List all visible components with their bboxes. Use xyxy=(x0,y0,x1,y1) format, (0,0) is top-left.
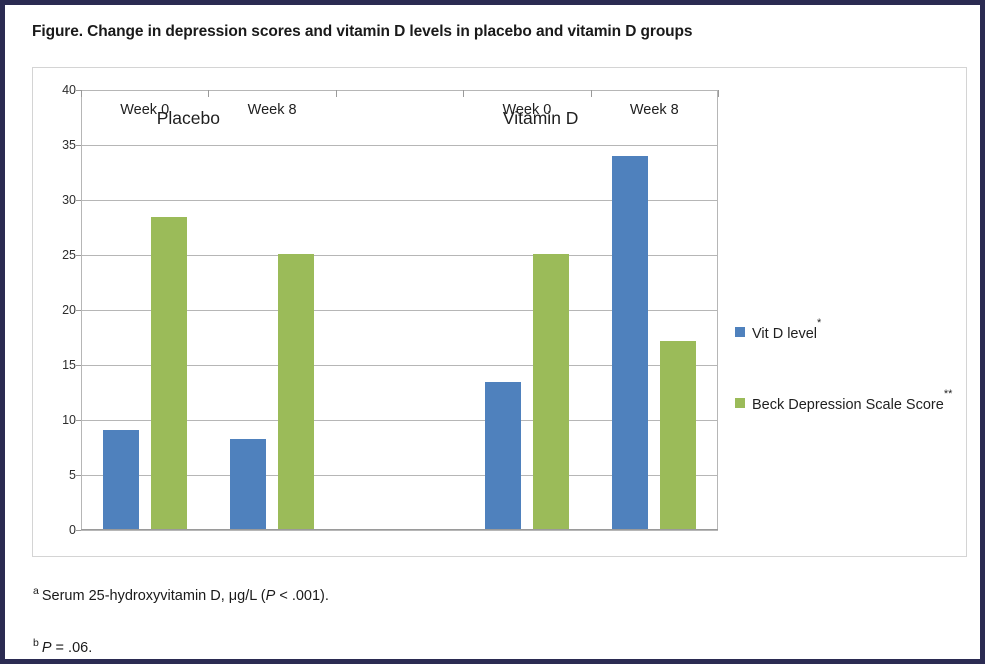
x-axis-line xyxy=(81,529,718,530)
footnote-a-italic: P xyxy=(265,587,276,604)
bar-beck-depression-scale-score xyxy=(660,340,697,530)
legend-marker-1: ** xyxy=(943,387,953,400)
group-label-placebo: Placebo xyxy=(156,108,220,128)
y-axis-tick-label: 0 xyxy=(69,523,76,537)
bar-vit-d-level xyxy=(612,156,649,530)
footnote-b-marker: b xyxy=(33,637,39,649)
figure-title: Figure. Change in depression scores and … xyxy=(32,23,693,40)
footnote-b-italic: P xyxy=(41,639,52,656)
bar-vit-d-level xyxy=(102,429,139,530)
legend-label-text-0: Vit D level xyxy=(752,325,818,342)
y-axis-tick-label: 20 xyxy=(62,303,76,317)
gridline xyxy=(81,310,718,311)
legend-label-beck-depression-scale-score: Beck Depression Scale Score** xyxy=(752,388,952,413)
y-axis-tick-mark xyxy=(76,475,81,476)
y-axis-tick-mark xyxy=(76,145,81,146)
bar-beck-depression-scale-score xyxy=(278,253,315,530)
bar-vit-d-level xyxy=(230,438,267,530)
bar-beck-depression-scale-score xyxy=(532,253,569,530)
x-axis-tick-label: Week 8 xyxy=(247,102,297,118)
footnote-b-text-after: = .06. xyxy=(51,639,93,656)
legend-swatch-icon-blue xyxy=(735,327,745,337)
x-axis-tick-mark xyxy=(208,90,210,97)
legend-item-vit-d-level: Vit D level* xyxy=(735,317,960,342)
gridline xyxy=(81,475,718,476)
y-axis-tick-label: 30 xyxy=(62,193,76,207)
y-axis-tick-mark xyxy=(76,90,81,91)
footnote-a: a Serum 25-hydroxyvitamin D, μg/L (P < .0… xyxy=(33,585,329,604)
y-axis-tick-label: 10 xyxy=(62,413,76,427)
y-axis-tick-label: 35 xyxy=(62,138,76,152)
y-axis-tick-mark xyxy=(76,365,81,366)
legend-marker-0: * xyxy=(817,316,822,329)
gridline xyxy=(81,420,718,421)
chart-legend: Vit D level* Beck Depression Scale Score… xyxy=(735,317,960,465)
y-axis-tick-label: 40 xyxy=(62,83,76,97)
x-axis-tick-mark xyxy=(590,90,592,97)
y-axis-tick-mark xyxy=(76,420,81,421)
x-axis-tick-label: Week 8 xyxy=(629,102,679,118)
gridline xyxy=(81,145,718,146)
x-axis-tick-label: Week 0 xyxy=(502,102,552,118)
group-label-vitamin-d: Vitamin D xyxy=(502,108,579,128)
x-axis-tick-label: Week 0 xyxy=(120,102,170,118)
y-axis-tick-label: 25 xyxy=(62,248,76,262)
footnote-a-marker: a xyxy=(33,585,39,597)
legend-label-vit-d-level: Vit D level* xyxy=(752,317,821,342)
plot-area: 0 5 10 15 20 25 30 35 40 Week 0 Week 8 Week 0 Week … xyxy=(62,83,719,537)
y-axis-tick-mark xyxy=(76,530,81,531)
x-axis-tick-mark xyxy=(81,90,82,97)
gridline xyxy=(81,200,718,201)
chart-container: 0 5 10 15 20 25 30 35 40 Week 0 Week 8 Week 0 Week … xyxy=(32,67,967,557)
legend-swatch-icon-green xyxy=(735,397,745,408)
bar-vit-d-level xyxy=(484,381,521,530)
y-axis-tick-label: 5 xyxy=(69,468,76,482)
y-axis-tick-label: 15 xyxy=(62,358,76,372)
y-axis-tick-mark xyxy=(76,310,81,311)
bar-beck-depression-scale-score xyxy=(150,216,187,530)
gridline xyxy=(81,530,718,531)
x-axis-tick-mark xyxy=(335,90,337,97)
gridline xyxy=(81,365,718,366)
footnote-a-text-after: < .001). xyxy=(275,587,329,604)
y-axis-tick-mark xyxy=(76,255,81,256)
legend-item-beck-depression-scale-score: Beck Depression Scale Score** xyxy=(735,388,960,413)
figure-inner: Figure. Change in depression scores and … xyxy=(5,5,980,659)
gridline xyxy=(81,255,718,256)
legend-label-text-1: Beck Depression Scale Score xyxy=(752,396,944,413)
x-axis-tick-mark xyxy=(463,90,465,97)
footnote-a-text-before: Serum 25-hydroxyvitamin D, μg/L ( xyxy=(41,587,266,604)
y-axis-tick-mark xyxy=(76,200,81,201)
x-axis-tick-mark xyxy=(718,90,719,97)
